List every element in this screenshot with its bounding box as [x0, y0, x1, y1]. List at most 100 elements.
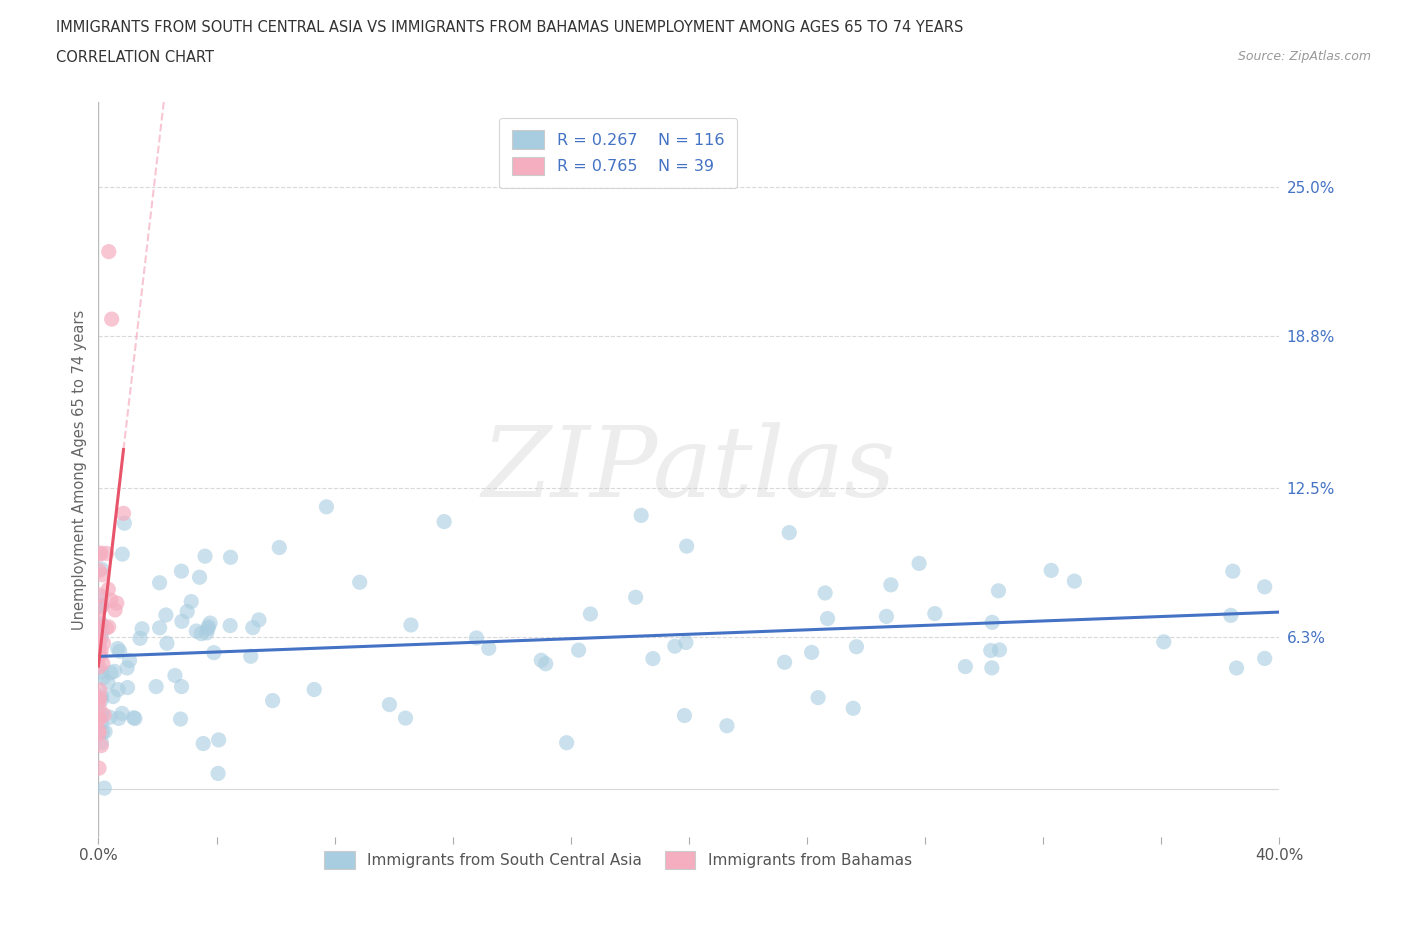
- Point: [90, 617, 112, 631]
- Point: [169, 711, 191, 726]
- Point: [673, 708, 696, 723]
- Point: [90, 715, 112, 730]
- Point: [112, 506, 135, 521]
- Point: [378, 698, 401, 712]
- Point: [186, 624, 208, 639]
- Point: [100, 312, 122, 326]
- Point: [239, 649, 262, 664]
- Point: [105, 595, 128, 610]
- Point: [664, 639, 686, 654]
- Point: [103, 664, 125, 679]
- Point: [555, 736, 578, 751]
- Text: ZIPatlas: ZIPatlas: [482, 422, 896, 517]
- Point: [107, 711, 129, 725]
- Point: [87, 613, 110, 628]
- Point: [219, 618, 242, 633]
- Point: [630, 508, 652, 523]
- Point: [842, 701, 865, 716]
- Point: [170, 614, 193, 629]
- Point: [118, 653, 141, 668]
- Point: [90, 562, 112, 577]
- Point: [91, 567, 114, 582]
- Point: [987, 583, 1010, 598]
- Point: [122, 711, 145, 725]
- Point: [87, 646, 110, 661]
- Point: [262, 693, 284, 708]
- Point: [89, 648, 111, 663]
- Point: [93, 780, 115, 795]
- Point: [87, 635, 110, 650]
- Point: [193, 737, 215, 751]
- Point: [155, 607, 177, 622]
- Point: [624, 590, 647, 604]
- Point: [197, 619, 219, 634]
- Point: [202, 645, 225, 660]
- Point: [955, 659, 977, 674]
- Point: [198, 616, 221, 631]
- Point: [924, 606, 946, 621]
- Point: [111, 706, 134, 721]
- Point: [188, 570, 211, 585]
- Point: [207, 766, 229, 781]
- Point: [87, 712, 110, 727]
- Point: [465, 631, 488, 645]
- Point: [89, 683, 111, 698]
- Text: IMMIGRANTS FROM SOUTH CENTRAL ASIA VS IMMIGRANTS FROM BAHAMAS UNEMPLOYMENT AMONG: IMMIGRANTS FROM SOUTH CENTRAL ASIA VS IM…: [56, 20, 963, 35]
- Y-axis label: Unemployment Among Ages 65 to 74 years: Unemployment Among Ages 65 to 74 years: [72, 310, 87, 630]
- Point: [90, 738, 112, 753]
- Point: [1254, 579, 1277, 594]
- Point: [302, 682, 325, 697]
- Point: [97, 582, 120, 597]
- Point: [170, 679, 193, 694]
- Point: [96, 546, 118, 561]
- Point: [87, 693, 110, 708]
- Point: [87, 636, 110, 651]
- Point: [87, 563, 110, 578]
- Point: [108, 644, 131, 658]
- Point: [90, 590, 112, 604]
- Point: [149, 576, 172, 591]
- Point: [90, 644, 112, 658]
- Point: [145, 679, 167, 694]
- Point: [90, 688, 112, 703]
- Point: [87, 630, 110, 644]
- Point: [90, 546, 112, 561]
- Point: [197, 621, 219, 636]
- Point: [875, 609, 897, 624]
- Point: [87, 711, 110, 725]
- Point: [716, 718, 738, 733]
- Text: CORRELATION CHART: CORRELATION CHART: [56, 50, 214, 65]
- Point: [129, 631, 152, 645]
- Point: [1040, 563, 1063, 578]
- Point: [778, 525, 800, 540]
- Point: [131, 621, 153, 636]
- Text: Source: ZipAtlas.com: Source: ZipAtlas.com: [1237, 50, 1371, 63]
- Point: [219, 550, 242, 565]
- Point: [1225, 660, 1247, 675]
- Point: [176, 604, 198, 619]
- Point: [800, 645, 823, 660]
- Point: [87, 726, 110, 741]
- Point: [880, 578, 903, 592]
- Point: [101, 689, 124, 704]
- Point: [149, 620, 172, 635]
- Point: [90, 598, 112, 613]
- Point: [93, 708, 115, 723]
- Point: [117, 680, 139, 695]
- Point: [180, 594, 202, 609]
- Point: [90, 600, 112, 615]
- Point: [87, 588, 110, 603]
- Point: [91, 724, 114, 739]
- Point: [104, 603, 127, 618]
- Point: [90, 625, 112, 640]
- Point: [675, 538, 697, 553]
- Point: [89, 547, 111, 562]
- Point: [773, 655, 796, 670]
- Point: [90, 707, 112, 722]
- Point: [394, 711, 416, 725]
- Point: [90, 735, 112, 750]
- Point: [579, 606, 602, 621]
- Point: [90, 618, 112, 633]
- Point: [97, 245, 120, 259]
- Point: [97, 675, 120, 690]
